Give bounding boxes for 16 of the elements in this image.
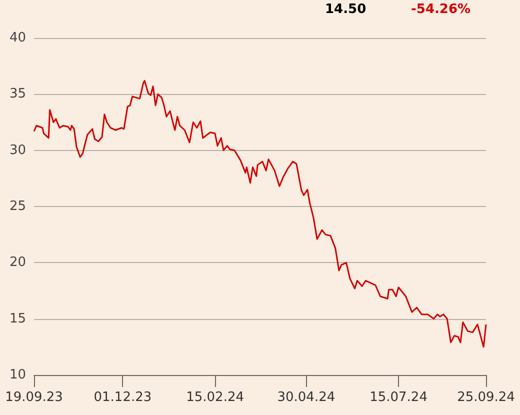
y-tick-label: 35 — [9, 86, 26, 102]
x-tick-label: 19.09.23 — [5, 390, 63, 405]
y-tick-label: 10 — [9, 368, 26, 382]
y-tick-label: 20 — [9, 255, 26, 270]
y-tick-label: 30 — [9, 142, 26, 158]
y-tick-label: 15 — [9, 311, 26, 326]
x-tick-label: 25.09.24 — [457, 390, 515, 405]
line-series — [33, 80, 487, 348]
y-tick-label: 25 — [9, 199, 26, 214]
text: -54.26% — [411, 2, 471, 17]
y-tick-label: 40 — [9, 30, 26, 46]
x-tick-label: 15.07.24 — [370, 390, 428, 405]
x-tick-label: 15.02.24 — [186, 390, 244, 405]
text: 14.50 — [325, 2, 366, 17]
x-tick-label: 30.04.24 — [277, 390, 336, 405]
x-tick-label: 01.12.23 — [94, 390, 152, 405]
